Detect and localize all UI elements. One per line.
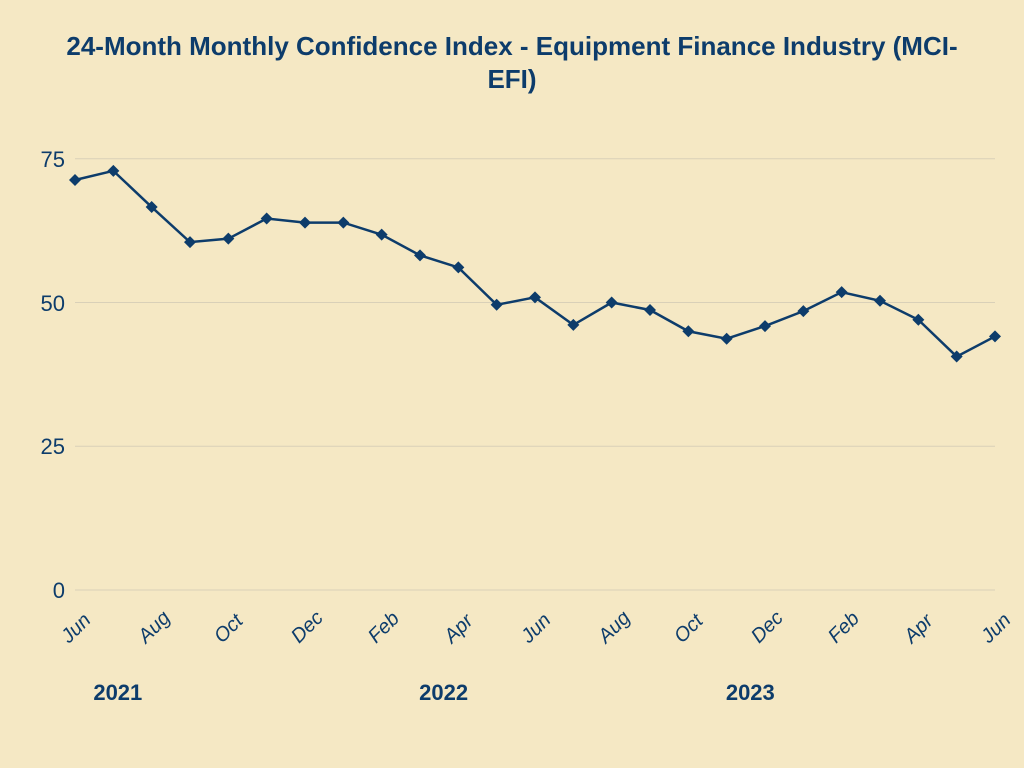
data-marker	[759, 320, 771, 332]
ytick-label: 25	[15, 434, 65, 460]
chart-container: 24-Month Monthly Confidence Index - Equi…	[0, 0, 1024, 768]
year-label: 2021	[93, 680, 142, 706]
year-label: 2022	[419, 680, 468, 706]
data-marker	[376, 229, 388, 241]
ytick-label: 50	[15, 291, 65, 317]
data-marker	[261, 213, 273, 225]
data-marker	[69, 174, 81, 186]
data-marker	[222, 233, 234, 245]
data-marker	[682, 325, 694, 337]
data-marker	[989, 330, 1001, 342]
chart-plot	[0, 0, 1024, 768]
data-marker	[299, 217, 311, 229]
data-marker	[836, 286, 848, 298]
ytick-label: 0	[15, 578, 65, 604]
data-marker	[797, 305, 809, 317]
data-line	[75, 171, 995, 357]
ytick-label: 75	[15, 147, 65, 173]
year-label: 2023	[726, 680, 775, 706]
data-marker	[874, 295, 886, 307]
data-marker	[414, 249, 426, 261]
data-marker	[721, 333, 733, 345]
data-marker	[644, 304, 656, 316]
data-marker	[337, 217, 349, 229]
data-marker	[606, 297, 618, 309]
